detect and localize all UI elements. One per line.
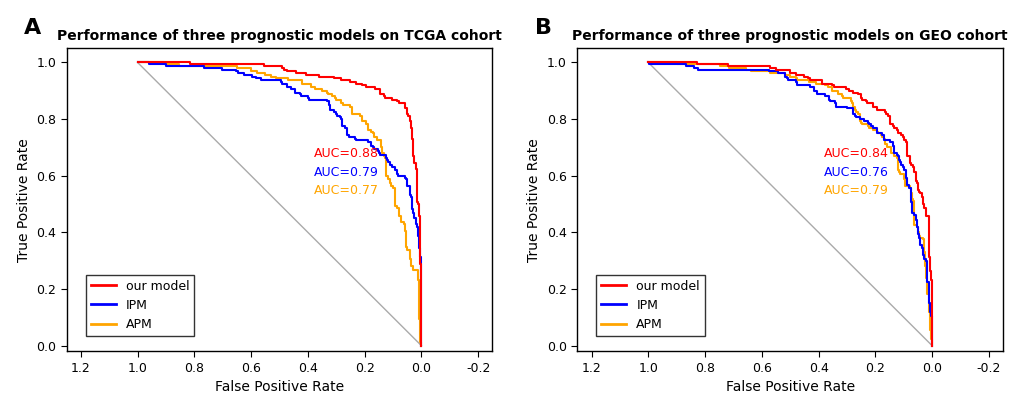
Legend: our model, IPM, APM: our model, IPM, APM (86, 275, 194, 336)
Text: AUC=0.77: AUC=0.77 (313, 184, 378, 197)
Text: AUC=0.79: AUC=0.79 (313, 166, 378, 179)
Title: Performance of three prognostic models on TCGA cohort: Performance of three prognostic models o… (57, 29, 501, 43)
Text: AUC=0.88: AUC=0.88 (313, 148, 378, 160)
Text: B: B (534, 18, 551, 38)
Y-axis label: True Positive Rate: True Positive Rate (16, 138, 31, 262)
X-axis label: False Positive Rate: False Positive Rate (215, 380, 343, 394)
Text: A: A (24, 18, 41, 38)
Title: Performance of three prognostic models on GEO cohort: Performance of three prognostic models o… (572, 29, 1007, 43)
Legend: our model, IPM, APM: our model, IPM, APM (596, 275, 704, 336)
Text: AUC=0.76: AUC=0.76 (823, 166, 889, 179)
X-axis label: False Positive Rate: False Positive Rate (725, 380, 854, 394)
Y-axis label: True Positive Rate: True Positive Rate (527, 138, 541, 262)
Text: AUC=0.84: AUC=0.84 (823, 148, 889, 160)
Text: AUC=0.79: AUC=0.79 (823, 184, 889, 197)
